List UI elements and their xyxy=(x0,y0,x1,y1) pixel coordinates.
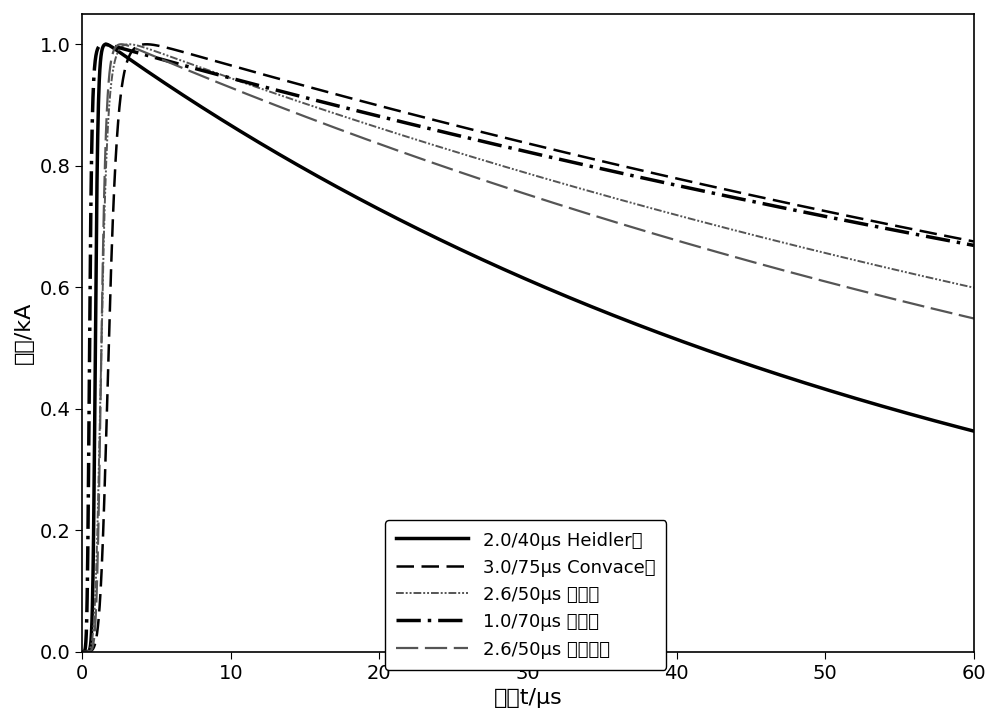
X-axis label: 时间t/μs: 时间t/μs xyxy=(494,688,562,708)
1.0/70μs 斜角波 xyxy=(288,90,300,99)
2.6/50μs 斜角波 xyxy=(968,283,980,292)
2.6/50μs 斜角波 xyxy=(283,94,295,103)
3.0/75μs Convace波 xyxy=(412,112,424,121)
3.0/75μs Convace波 xyxy=(140,40,152,48)
2.6/50μs 双指数波 xyxy=(968,314,980,323)
Legend: 2.0/40μs Heidler波, 3.0/75μs Convace波, 2.6/50μs 斜角波, 1.0/70μs 斜角波, 2.6/50μs 双指数波: 2.0/40μs Heidler波, 3.0/75μs Convace波, 2.… xyxy=(385,521,666,669)
2.6/50μs 斜角波 xyxy=(476,155,488,164)
2.0/40μs Heidler波 xyxy=(100,40,112,48)
3.0/75μs Convace波 xyxy=(76,648,88,656)
3.0/75μs Convace波 xyxy=(968,237,980,245)
1.0/70μs 斜角波 xyxy=(961,240,973,248)
1.0/70μs 斜角波 xyxy=(98,40,110,48)
2.6/50μs 斜角波 xyxy=(293,97,305,106)
2.0/40μs Heidler波 xyxy=(288,159,300,168)
3.0/75μs Convace波 xyxy=(283,77,295,86)
2.6/50μs 斜角波 xyxy=(961,282,973,290)
2.6/50μs 双指数波 xyxy=(115,40,127,48)
1.0/70μs 斜角波 xyxy=(476,137,488,146)
2.6/50μs 双指数波 xyxy=(476,175,488,184)
3.0/75μs Convace波 xyxy=(476,128,488,136)
Line: 2.6/50μs 双指数波: 2.6/50μs 双指数波 xyxy=(82,44,974,652)
1.0/70μs 斜角波 xyxy=(283,89,295,97)
Line: 2.0/40μs Heidler波: 2.0/40μs Heidler波 xyxy=(82,44,974,652)
2.6/50μs 斜角波 xyxy=(412,136,424,144)
2.0/40μs Heidler波 xyxy=(293,161,305,170)
3.0/75μs Convace波 xyxy=(293,80,305,89)
2.6/50μs 斜角波 xyxy=(76,648,88,656)
1.0/70μs 斜角波 xyxy=(412,121,424,130)
1.0/70μs 斜角波 xyxy=(968,241,980,250)
1.0/70μs 斜角波 xyxy=(293,92,305,100)
2.0/40μs Heidler波 xyxy=(968,427,980,435)
2.6/50μs 双指数波 xyxy=(412,154,424,162)
2.6/50μs 斜角波 xyxy=(123,40,135,48)
2.0/40μs Heidler波 xyxy=(412,225,424,233)
2.0/40μs Heidler波 xyxy=(283,156,295,165)
2.6/50μs 斜角波 xyxy=(288,95,300,104)
2.0/40μs Heidler波 xyxy=(961,425,973,434)
2.0/40μs Heidler波 xyxy=(76,648,88,656)
1.0/70μs 斜角波 xyxy=(76,648,88,656)
Y-axis label: 电流/kA: 电流/kA xyxy=(14,302,34,364)
3.0/75μs Convace波 xyxy=(961,236,973,245)
2.6/50μs 双指数波 xyxy=(283,106,295,115)
2.0/40μs Heidler波 xyxy=(476,255,488,264)
2.6/50μs 双指数波 xyxy=(288,108,300,117)
Line: 3.0/75μs Convace波: 3.0/75μs Convace波 xyxy=(82,44,974,652)
2.6/50μs 双指数波 xyxy=(76,648,88,656)
2.6/50μs 双指数波 xyxy=(961,313,973,321)
Line: 1.0/70μs 斜角波: 1.0/70μs 斜角波 xyxy=(82,44,974,652)
2.6/50μs 双指数波 xyxy=(293,110,305,118)
Line: 2.6/50μs 斜角波: 2.6/50μs 斜角波 xyxy=(82,44,974,652)
3.0/75μs Convace波 xyxy=(288,79,300,87)
